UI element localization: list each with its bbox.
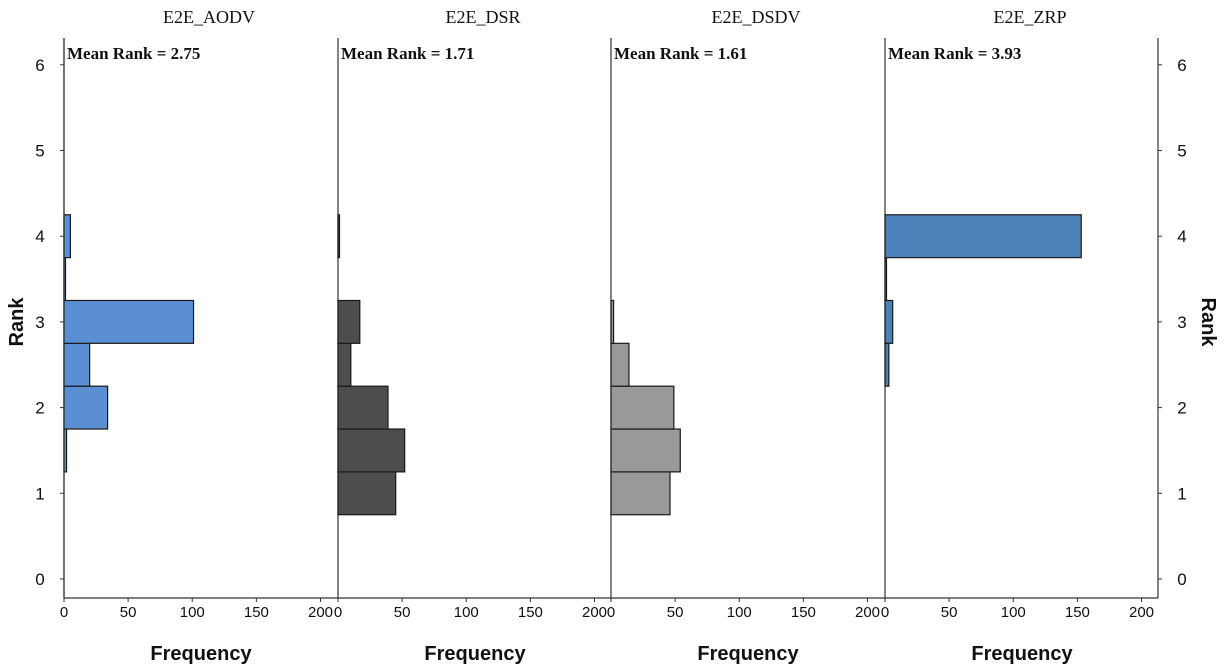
panel-e2e-dsr: E2E_DSR Mean Rank = 1.71 0 50 100 150 200 Frequ… xyxy=(334,7,607,665)
panel-e2e-aodv: E2E_AODV Mean Rank = 2.75 0 50 100 150 200 Freq… xyxy=(60,7,333,665)
histogram-bar xyxy=(610,428,681,473)
histogram-bar xyxy=(63,342,91,387)
histogram-bar xyxy=(610,471,671,516)
y-tick-label-right: 3 xyxy=(1177,313,1186,332)
x-tick-label: 100 xyxy=(1001,604,1026,621)
y-tick-label-left: 6 xyxy=(35,56,44,75)
histogram-bar xyxy=(884,257,888,302)
histogram-bar xyxy=(884,214,1082,259)
panels-layer: E2E_AODV Mean Rank = 2.75 0 50 100 150 200 Freq… xyxy=(60,7,1154,665)
x-axis-title: Frequency xyxy=(697,643,799,665)
panel-title: E2E_AODV xyxy=(163,7,255,27)
y-tick-label-right: 5 xyxy=(1177,142,1186,161)
histogram-bar xyxy=(337,342,352,387)
histogram-bar xyxy=(63,299,195,344)
x-tick-label: 200 xyxy=(308,604,333,621)
x-tick-label: 100 xyxy=(454,604,479,621)
x-tick-label: 150 xyxy=(1065,604,1090,621)
histogram-bar xyxy=(337,385,389,430)
y-tick-label-left: 0 xyxy=(35,570,44,589)
histogram-bar xyxy=(337,428,406,473)
x-tick-label: 150 xyxy=(518,604,543,621)
x-tick-label: 0 xyxy=(334,604,342,621)
y-tick-label-left: 4 xyxy=(35,227,44,246)
histogram-bar xyxy=(884,342,890,387)
x-tick-label: 0 xyxy=(607,604,615,621)
histogram-bar xyxy=(63,214,72,259)
y-axis-title-right: Rank xyxy=(1197,298,1219,348)
x-tick-label: 150 xyxy=(791,604,816,621)
y-tick-label-right: 2 xyxy=(1177,399,1186,418)
histogram-bar xyxy=(884,299,894,344)
mean-rank-label: Mean Rank = 1.71 xyxy=(341,44,474,63)
y-tick-label-right: 0 xyxy=(1177,570,1186,589)
x-tick-label: 0 xyxy=(60,604,68,621)
y-tick-label-left: 2 xyxy=(35,399,44,418)
histogram-bar xyxy=(610,385,675,430)
histogram-bar xyxy=(337,299,361,344)
histogram-bar xyxy=(337,471,397,516)
x-axis-title: Frequency xyxy=(150,643,252,665)
x-tick-label: 200 xyxy=(582,604,607,621)
x-tick-label: 200 xyxy=(1129,604,1154,621)
panel-e2e-dsdv: E2E_DSDV Mean Rank = 1.61 0 50 100 150 200 Freq… xyxy=(607,7,880,665)
x-tick-label: 50 xyxy=(941,604,958,621)
y-tick-label-left: 5 xyxy=(35,142,44,161)
x-tick-label: 100 xyxy=(727,604,752,621)
panel-title: E2E_DSR xyxy=(445,7,520,27)
x-axis-title: Frequency xyxy=(424,643,526,665)
mean-rank-label: Mean Rank = 2.75 xyxy=(67,44,200,63)
x-tick-label: 150 xyxy=(244,604,269,621)
x-tick-label: 50 xyxy=(394,604,411,621)
panel-title: E2E_DSDV xyxy=(712,7,801,27)
y-tick-label-left: 1 xyxy=(35,484,44,503)
histogram-bar xyxy=(63,385,109,430)
y-tick-label-left: 3 xyxy=(35,313,44,332)
histogram-bar xyxy=(337,214,341,259)
y-tick-label-right: 1 xyxy=(1177,484,1186,503)
y-axis-title-left: Rank xyxy=(6,297,28,347)
panel-e2e-zrp: E2E_ZRP Mean Rank = 3.93 0 50 100 150 200 Frequ… xyxy=(881,7,1154,665)
y-tick-label-right: 4 xyxy=(1177,227,1186,246)
y-tick-label-right: 6 xyxy=(1177,56,1186,75)
panel-title: E2E_ZRP xyxy=(993,7,1066,27)
axes-layer: 0 0 1 1 2 2 3 3 4 4 5 5 6 6 xyxy=(35,38,1187,599)
mean-rank-label: Mean Rank = 3.93 xyxy=(888,44,1021,63)
x-tick-label: 100 xyxy=(180,604,205,621)
x-tick-label: 200 xyxy=(855,604,880,621)
x-tick-label: 0 xyxy=(881,604,889,621)
histogram-bar xyxy=(610,342,630,387)
histogram-bar xyxy=(610,299,615,344)
mean-rank-label: Mean Rank = 1.61 xyxy=(614,44,747,63)
x-axis-title: Frequency xyxy=(971,643,1073,665)
x-tick-label: 50 xyxy=(667,604,684,621)
x-tick-label: 50 xyxy=(120,604,137,621)
